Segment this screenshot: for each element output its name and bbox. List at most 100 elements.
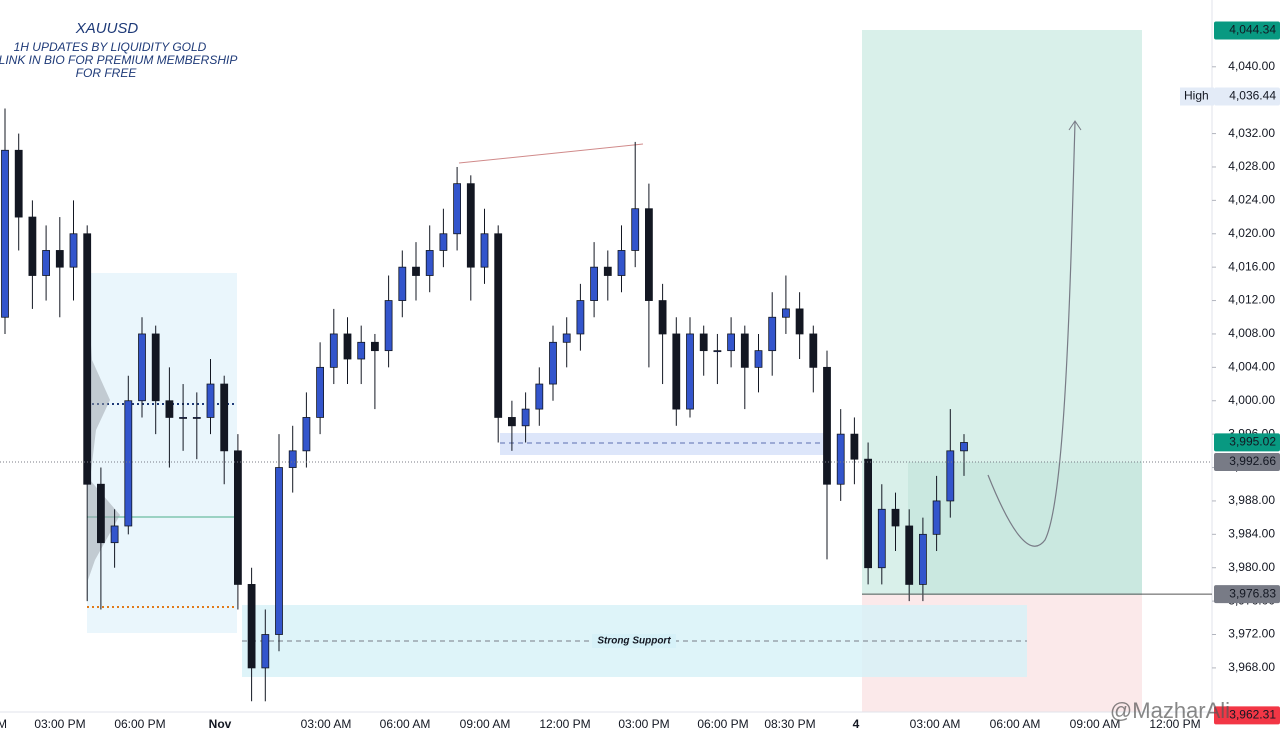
- price-label: 3,962.31: [1229, 708, 1276, 722]
- price-label-bg: [1214, 706, 1280, 725]
- candle-body: [151, 333, 160, 402]
- x-tick-label: Nov: [209, 717, 232, 731]
- price-label-bg: [1214, 87, 1280, 106]
- entry-zone: [908, 462, 1142, 595]
- price-label-bg: [1214, 585, 1280, 604]
- candle-body: [138, 333, 146, 402]
- candle-body: [809, 333, 818, 368]
- candle-body: [576, 300, 585, 335]
- annotation: Strong Support: [597, 636, 671, 647]
- y-tick-label: 3,972.00: [1228, 627, 1275, 641]
- y-tick-label: 4,016.00: [1228, 259, 1275, 273]
- candle-body: [28, 216, 37, 276]
- candle-body: [562, 333, 571, 343]
- x-tick-label: 4: [853, 717, 860, 731]
- price-label-bg: [1214, 21, 1280, 40]
- projection-arrow: [987, 121, 1076, 547]
- candle-body: [275, 467, 283, 635]
- candle-body: [740, 333, 749, 368]
- candle-body: [110, 525, 119, 544]
- x-tick-label: 08:30 PM: [764, 717, 815, 731]
- candle-body: [713, 350, 722, 353]
- candle-body: [412, 266, 420, 276]
- candle-body: [83, 233, 92, 485]
- candle-body: [905, 525, 914, 585]
- y-tick-label: 4,028.00: [1228, 159, 1275, 173]
- x-tick-label: 03:00 AM: [910, 717, 961, 731]
- y-tick-label: 3,988.00: [1228, 493, 1275, 507]
- arrow-head: [1068, 120, 1082, 131]
- candle-body: [42, 250, 50, 276]
- candle-body: [329, 333, 338, 368]
- title: XAUUSD: [75, 20, 139, 37]
- candle-body: [97, 483, 105, 544]
- candle-body: [165, 400, 174, 418]
- candle-body: [727, 333, 735, 352]
- y-tick-label: 3,968.00: [1228, 660, 1275, 674]
- candle-body: [453, 183, 462, 235]
- x-tick-label: M: [0, 717, 7, 731]
- candle-body: [754, 350, 763, 368]
- candle-body: [233, 450, 242, 585]
- x-tick-label: 06:00 PM: [114, 717, 165, 731]
- candle-body: [466, 183, 475, 268]
- x-tick-label: 12:00 PM: [539, 717, 590, 731]
- y-tick-label: 4,024.00: [1228, 193, 1275, 207]
- candle-body: [919, 533, 927, 585]
- price-label-bg: [1214, 433, 1280, 452]
- candle-body: [343, 333, 352, 360]
- candle-body: [631, 208, 640, 251]
- candle-body: [425, 250, 434, 276]
- watermark: @MazharAli: [1110, 698, 1230, 723]
- candle-body: [795, 308, 804, 335]
- price-label: 3,976.83: [1229, 586, 1276, 600]
- candle-body: [521, 408, 530, 427]
- candle-body: [179, 417, 188, 419]
- candle-body: [370, 341, 379, 352]
- y-tick-label: 4,000.00: [1228, 393, 1275, 407]
- subtitle: 1H UPDATES BY LIQUIDITY GOLD: [14, 40, 207, 54]
- x-tick-label: 03:00 PM: [618, 717, 669, 731]
- x-tick-label: 09:00 AM: [1070, 717, 1121, 731]
- x-tick-label: 06:00 PM: [697, 717, 748, 731]
- annotation-bg: [592, 634, 676, 648]
- candle-body: [124, 400, 133, 527]
- candle-body: [877, 508, 886, 569]
- candle-body: [302, 417, 311, 452]
- candle-body: [686, 333, 694, 410]
- price-label-name-bg: [1180, 87, 1214, 106]
- candle-body: [69, 233, 78, 268]
- candle-body: [891, 508, 900, 527]
- candle-body: [55, 250, 64, 268]
- y-tick-label: 4,012.00: [1228, 293, 1275, 307]
- candle-body: [220, 383, 229, 452]
- y-tick-label: 4,040.00: [1228, 59, 1275, 73]
- x-tick-label: 06:00 AM: [380, 717, 431, 731]
- candle-body: [480, 233, 489, 268]
- candle-body: [782, 308, 790, 318]
- candle-body: [288, 450, 297, 468]
- y-tick-label: 3,980.00: [1228, 560, 1275, 574]
- candle-body: [932, 500, 941, 535]
- candle-body: [823, 366, 831, 485]
- y-tick-label: 4,032.00: [1228, 126, 1275, 140]
- candle-body: [494, 233, 503, 418]
- candle-body: [14, 149, 23, 218]
- price-label: 4,036.44: [1229, 89, 1276, 103]
- price-label: 4,044.34: [1229, 23, 1276, 37]
- candle-body: [645, 208, 653, 301]
- candle-body: [357, 341, 366, 360]
- x-tick-label: 03:00 AM: [301, 717, 352, 731]
- candle-body: [960, 442, 968, 452]
- x-tick-label: 03:00 PM: [34, 717, 85, 731]
- price-label-name: High: [1184, 89, 1209, 103]
- candle-body: [946, 450, 955, 502]
- volume-profile-zone: [87, 273, 237, 633]
- candle-body: [699, 333, 708, 352]
- candle-body: [384, 300, 393, 352]
- candle-body: [549, 341, 557, 385]
- y-tick-label: 4,020.00: [1228, 226, 1275, 240]
- subtitle: LINK IN BIO FOR PREMIUM MEMBERSHIP: [0, 53, 237, 67]
- candle-body: [768, 316, 777, 352]
